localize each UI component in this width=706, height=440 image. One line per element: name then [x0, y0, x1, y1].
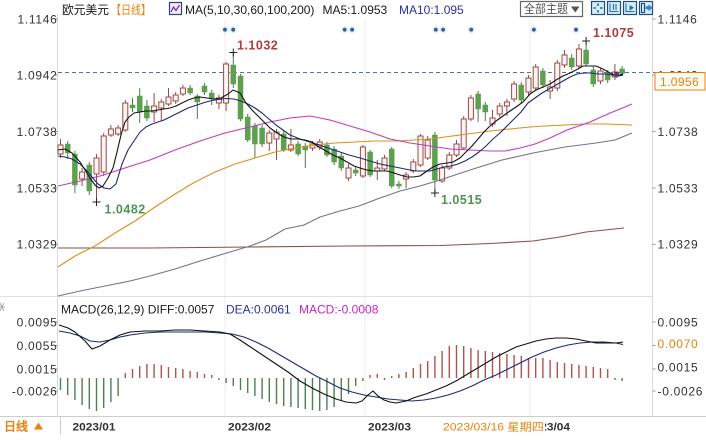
svg-text:1.0533: 1.0533: [17, 181, 58, 195]
svg-text:MA5:1.0953: MA5:1.0953: [323, 3, 388, 17]
svg-text:1.0482: 1.0482: [105, 203, 146, 217]
svg-text:1.0329: 1.0329: [658, 238, 699, 252]
svg-text:0.0095: 0.0095: [17, 315, 58, 329]
svg-text:1.1146: 1.1146: [658, 12, 698, 26]
svg-text:0.0070: 0.0070: [658, 337, 699, 351]
svg-text:2023/02: 2023/02: [228, 422, 271, 434]
svg-text:0.0055: 0.0055: [17, 339, 58, 353]
svg-text:-0.0026: -0.0026: [12, 384, 58, 398]
svg-text:1.0738: 1.0738: [17, 125, 58, 139]
svg-text:1.1032: 1.1032: [237, 39, 278, 53]
svg-text:1.0329: 1.0329: [17, 238, 58, 252]
svg-text:0.0095: 0.0095: [658, 315, 699, 329]
svg-text:DEA:0.0061: DEA:0.0061: [226, 303, 291, 317]
svg-text:2023/03/16 星期四: 2023/03/16 星期四: [443, 421, 544, 434]
svg-text:日线: 日线: [4, 419, 28, 434]
svg-text:MA10:1.095: MA10:1.095: [399, 3, 464, 17]
svg-text:欧元美元: 欧元美元: [62, 3, 109, 17]
svg-text:【日线】: 【日线】: [111, 3, 151, 17]
svg-text:1.1075: 1.1075: [593, 26, 634, 40]
svg-text:全部主题: 全部主题: [524, 1, 568, 16]
svg-text:1.0956: 1.0956: [660, 75, 699, 89]
svg-text:MACD(26,12,9) DIFF:0.0057: MACD(26,12,9) DIFF:0.0057: [61, 303, 215, 317]
svg-text:-0.0026: -0.0026: [658, 384, 704, 398]
svg-text:2023/03: 2023/03: [368, 422, 411, 434]
svg-text:MACD:-0.0008: MACD:-0.0008: [299, 303, 379, 317]
svg-text:1.0515: 1.0515: [441, 193, 482, 207]
svg-text:1.0533: 1.0533: [658, 181, 699, 195]
svg-text:1.0942: 1.0942: [17, 68, 58, 82]
svg-text:MA(5,10,30,60,100,200): MA(5,10,30,60,100,200): [185, 3, 314, 17]
svg-text:0.0015: 0.0015: [658, 360, 699, 374]
svg-text:2023/01: 2023/01: [73, 422, 116, 434]
svg-text:0.0015: 0.0015: [17, 362, 58, 376]
svg-text:1.1146: 1.1146: [17, 12, 57, 26]
svg-text:1.0738: 1.0738: [658, 125, 699, 139]
